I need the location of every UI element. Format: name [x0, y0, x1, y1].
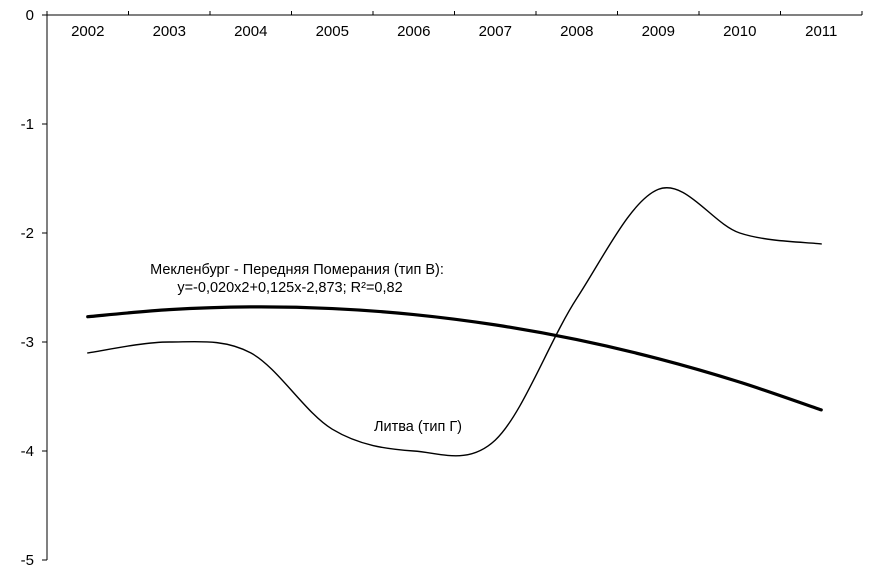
y-tick-label: -4	[21, 443, 34, 460]
x-tick-label: 2011	[805, 23, 837, 40]
x-tick-label: 2006	[397, 23, 430, 40]
series-line-mecklenburg	[86, 305, 823, 412]
x-tick-label: 2005	[316, 23, 349, 40]
x-axis-ticks: 2002 2003 2004 2005 2006 2007 2008 2009 2010 2011	[46, 11, 863, 40]
x-tick-label: 2002	[71, 23, 104, 40]
annotations: Мекленбург - Передняя Померания (тип В):…	[150, 262, 462, 435]
x-tick-label: 2004	[234, 23, 267, 40]
y-tick-label: -3	[21, 334, 34, 351]
x-tick-label: 2003	[153, 23, 186, 40]
mecklenburg-series-label: Мекленбург - Передняя Померания (тип В):	[150, 262, 444, 278]
y-tick-label: -2	[21, 225, 34, 242]
x-tick-label: 2009	[642, 23, 675, 40]
lithuania-series-label: Литва (тип Г)	[374, 419, 462, 435]
x-tick-label: 2010	[723, 23, 756, 40]
y-axis-ticks: 0 -1 -2 -3 -4 -5	[21, 7, 47, 569]
x-tick-label: 2008	[560, 23, 593, 40]
y-tick-label: -5	[21, 552, 34, 569]
y-tick-label: 0	[26, 7, 34, 24]
series-line-lithuania	[87, 187, 822, 457]
y-tick-label: -1	[21, 116, 34, 133]
series-lines	[86, 187, 823, 457]
mecklenburg-trend-equation: y=-0,020x2+0,125x-2,873; R²=0,82	[177, 280, 402, 296]
x-tick-label: 2007	[479, 23, 512, 40]
